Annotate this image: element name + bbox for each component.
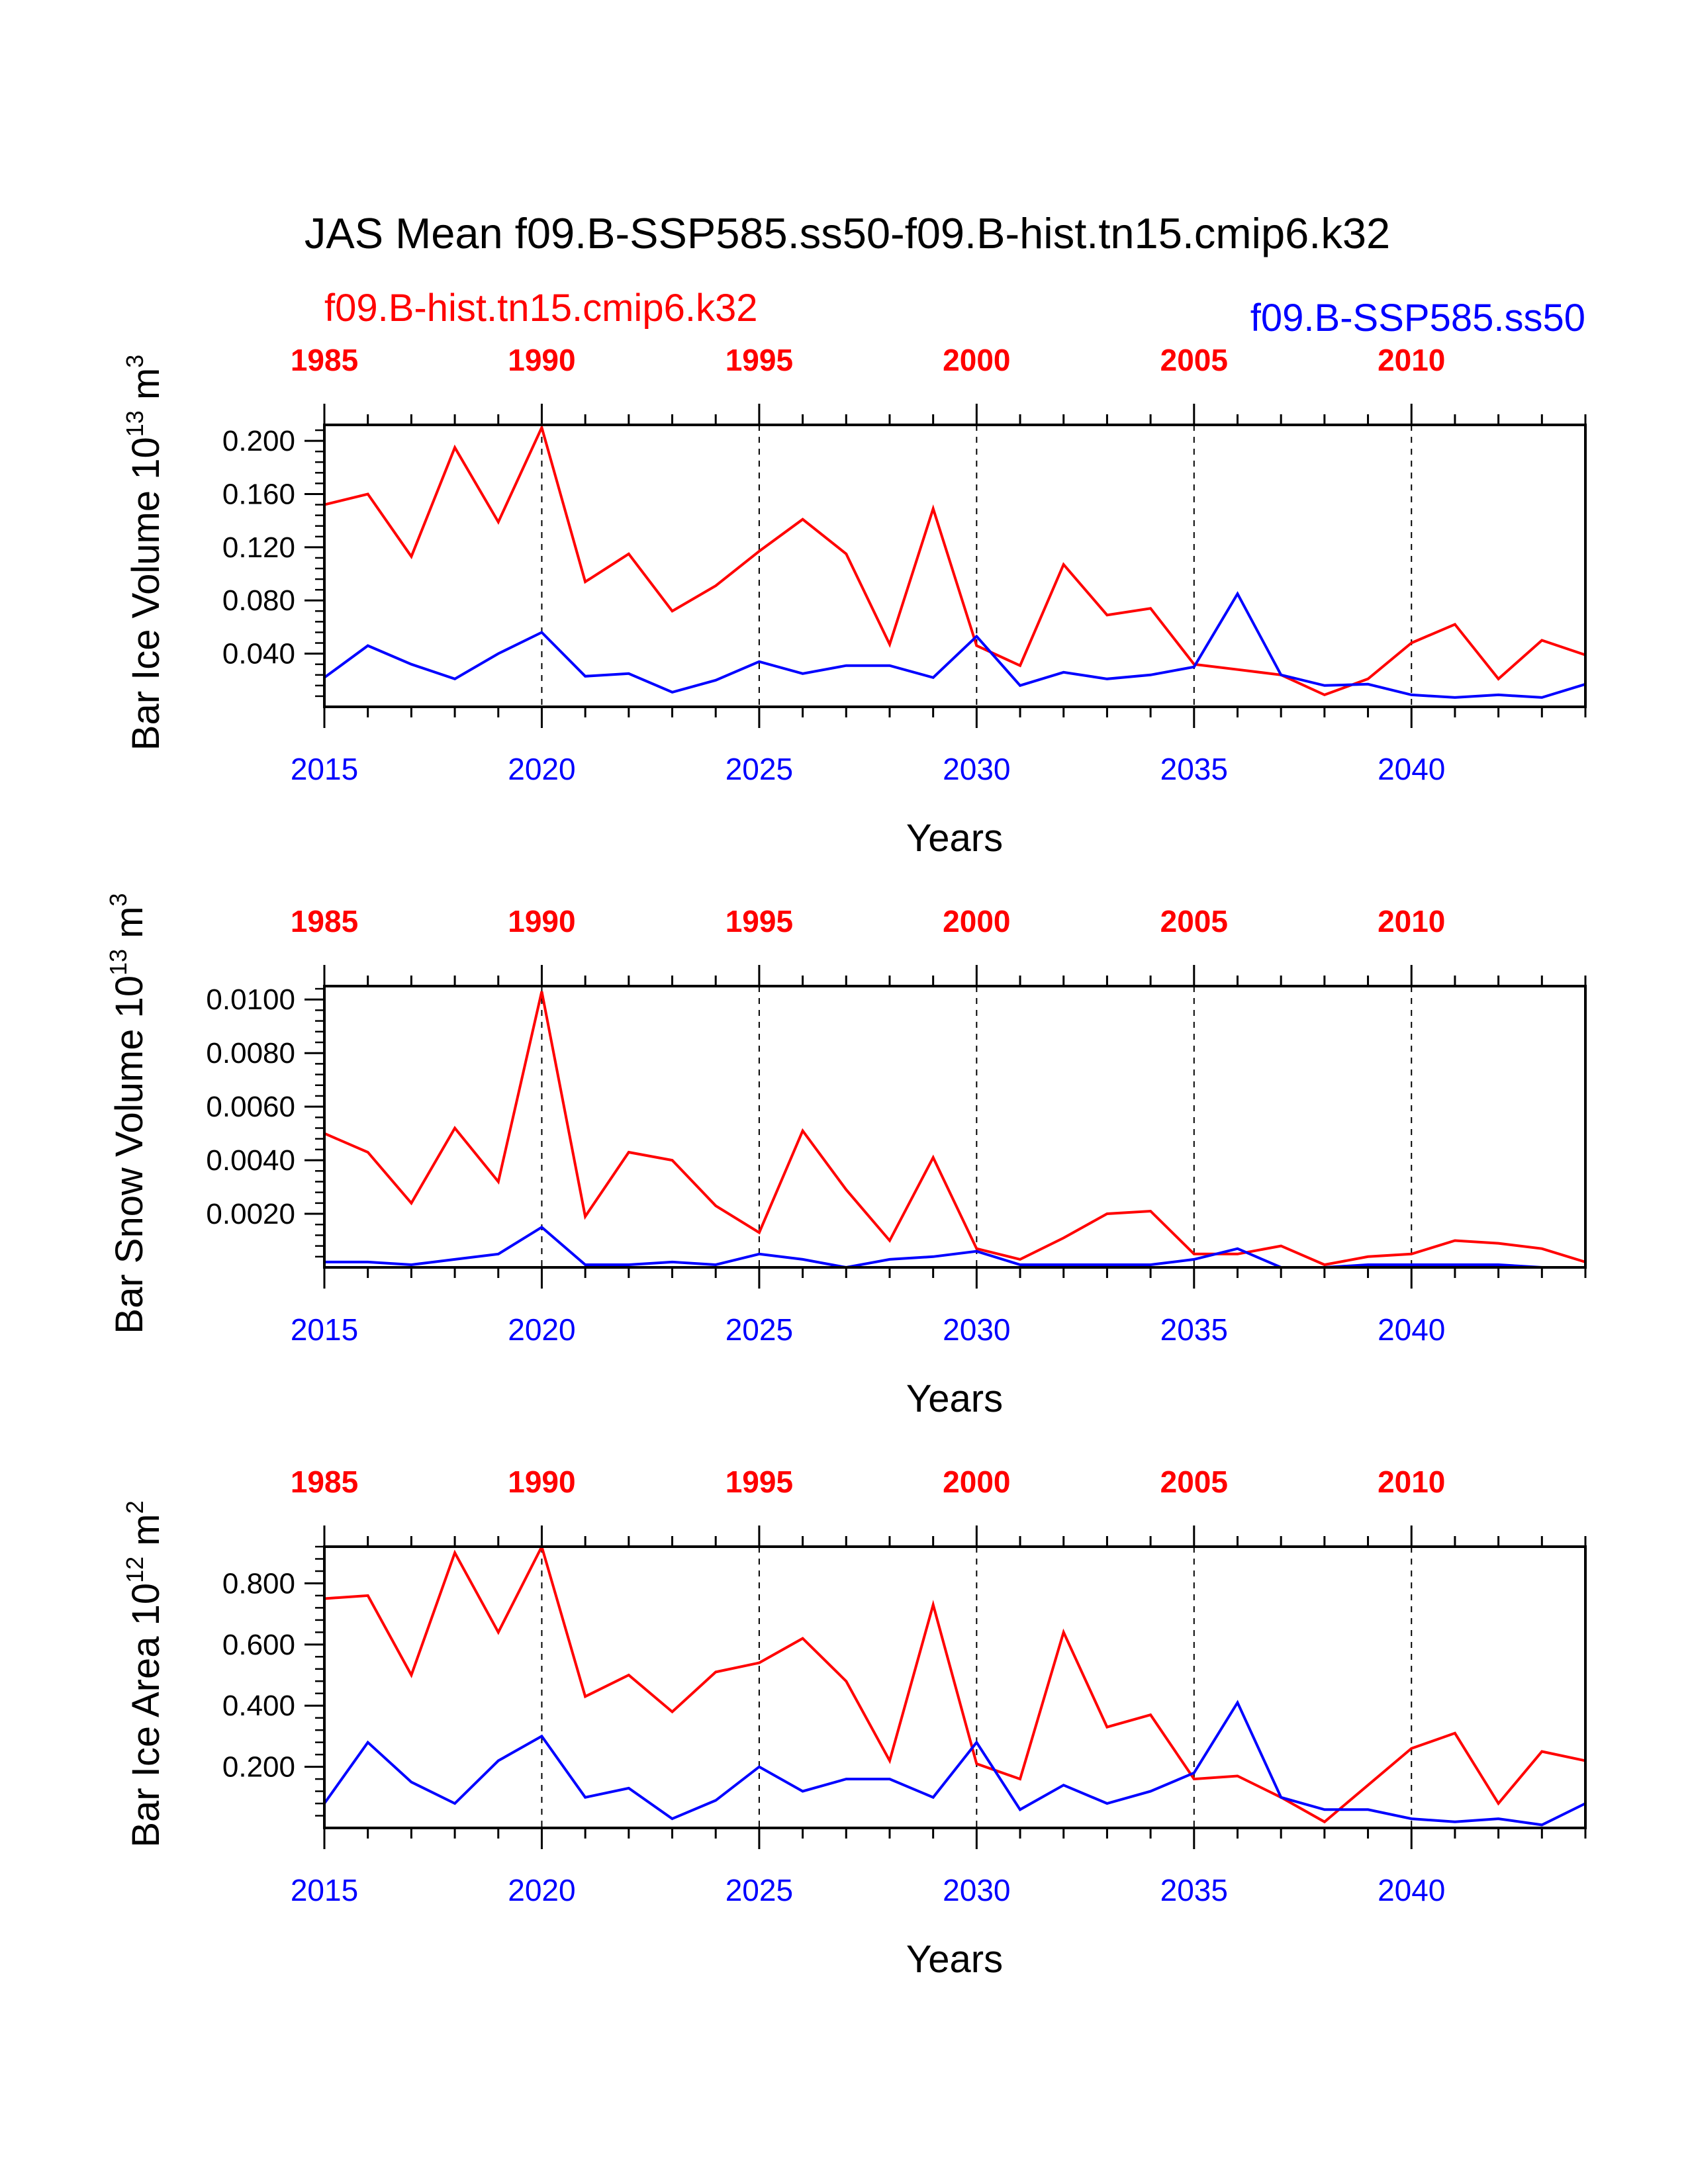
bottom-tick-label: 2015 xyxy=(291,1873,358,1907)
series-line-ssp xyxy=(324,1225,1585,1269)
panel-1: 2015 2020 2025 2030 2035 2040 1985 1990 1995 2000… xyxy=(121,343,1587,860)
top-tick-label: 1990 xyxy=(508,343,575,377)
y-tick-label: 0.200 xyxy=(222,1751,295,1784)
y-axis-title-unit-exponent: 2 xyxy=(121,1500,148,1514)
bottom-tick-label: 2015 xyxy=(291,752,358,786)
y-axis-title-text: Bar Ice Area 10 xyxy=(124,1583,167,1848)
bottom-tick-label: 2025 xyxy=(726,1312,793,1347)
y-axis-title: Bar Ice Area 1012 m2 xyxy=(121,1500,167,1847)
y-tick-label: 0.080 xyxy=(222,584,295,617)
top-tick-label: 2005 xyxy=(1160,343,1228,377)
bottom-tick-label: 2035 xyxy=(1160,1873,1228,1907)
top-tick-label: 1995 xyxy=(726,1465,793,1499)
top-tick-label: 1995 xyxy=(726,904,793,938)
chart-title: JAS Mean f09.B-SSP585.ss50-f09.B-hist.tn… xyxy=(305,209,1390,257)
top-tick-label: 1995 xyxy=(726,343,793,377)
top-tick-label: 1985 xyxy=(291,1465,358,1499)
bottom-tick-label: 2030 xyxy=(943,1312,1010,1347)
y-tick-label: 0.160 xyxy=(222,478,295,510)
y-axis-title-text: Bar Ice Volume 10 xyxy=(124,437,167,751)
bottom-tick-label: 2015 xyxy=(291,1312,358,1347)
panels: 2015 2020 2025 2030 2035 2040 1985 1990 1995 2000… xyxy=(105,343,1587,1981)
y-tick-label: 0.0060 xyxy=(206,1091,295,1123)
bottom-tick-label: 2040 xyxy=(1378,752,1445,786)
y-axis-title-exponent: 13 xyxy=(121,410,148,437)
bottom-tick-label: 2020 xyxy=(508,1312,575,1347)
x-axis-title: Years xyxy=(906,1377,1003,1420)
bottom-tick-label: 2030 xyxy=(943,752,1010,786)
legend-hist-run: f09.B-hist.tn15.cmip6.k32 xyxy=(324,287,757,330)
y-axis-title-unit: m xyxy=(108,906,151,948)
legend-ssp-run: f09.B-SSP585.ss50 xyxy=(1250,296,1585,340)
bottom-tick-label: 2030 xyxy=(943,1873,1010,1907)
bottom-tick-label: 2035 xyxy=(1160,752,1228,786)
bottom-tick-label: 2020 xyxy=(508,752,575,786)
y-tick-label: 0.040 xyxy=(222,638,295,670)
bottom-tick-label: 2040 xyxy=(1378,1312,1445,1347)
series-line-hist xyxy=(324,424,1586,697)
y-tick-label: 0.600 xyxy=(222,1629,295,1661)
y-tick-label: 0.400 xyxy=(222,1690,295,1722)
panel-2: 2015 2020 2025 2030 2035 2040 1985 1990 1995 2000… xyxy=(105,893,1587,1420)
y-axis-title-unit: m xyxy=(124,368,167,410)
y-axis-title: Bar Ice Volume 1013 m3 xyxy=(121,355,167,751)
top-tick-label: 2005 xyxy=(1160,1465,1228,1499)
y-tick-label: 0.800 xyxy=(222,1567,295,1600)
top-tick-label: 1985 xyxy=(291,904,358,938)
series-line-ssp xyxy=(323,1700,1586,1827)
series-line-hist xyxy=(324,991,1586,1267)
y-tick-label: 0.0080 xyxy=(206,1037,295,1069)
bottom-tick-label: 2025 xyxy=(726,752,793,786)
bottom-tick-label: 2040 xyxy=(1378,1873,1445,1907)
top-tick-label: 1985 xyxy=(291,343,358,377)
plot-frame xyxy=(323,1545,1587,1829)
y-axis-title-unit-exponent: 3 xyxy=(105,893,132,906)
top-tick-label: 2010 xyxy=(1378,904,1445,938)
y-tick-label: 0.200 xyxy=(222,425,295,457)
top-tick-label: 2000 xyxy=(943,904,1010,938)
bottom-tick-label: 2025 xyxy=(726,1873,793,1907)
y-tick-label: 0.0040 xyxy=(206,1144,295,1177)
top-tick-label: 2000 xyxy=(943,343,1010,377)
y-axis-title-exponent: 13 xyxy=(105,949,132,976)
y-axis-title-text: Bar Snow Volume 10 xyxy=(108,976,151,1334)
bottom-tick-label: 2035 xyxy=(1160,1312,1228,1347)
y-axis-title-unit: m xyxy=(124,1514,167,1556)
top-tick-label: 2000 xyxy=(943,1465,1010,1499)
y-axis-title-exponent: 12 xyxy=(121,1557,148,1583)
top-tick-label: 2010 xyxy=(1378,343,1445,377)
plot-frame xyxy=(323,985,1587,1269)
plot-frame xyxy=(323,424,1587,708)
panel-3: 2015 2020 2025 2030 2035 2040 1985 1990 1995 2000… xyxy=(121,1465,1587,1981)
y-axis-title: Bar Snow Volume 1013 m3 xyxy=(105,893,151,1334)
series-line-ssp xyxy=(323,591,1586,699)
series-line-hist xyxy=(324,1543,1586,1824)
top-tick-label: 1990 xyxy=(508,1465,575,1499)
y-axis-title-unit-exponent: 3 xyxy=(121,355,148,368)
y-tick-label: 0.120 xyxy=(222,531,295,564)
top-tick-label: 1990 xyxy=(508,904,575,938)
top-tick-label: 2010 xyxy=(1378,1465,1445,1499)
y-tick-label: 0.0100 xyxy=(206,983,295,1016)
x-axis-title: Years xyxy=(906,817,1003,860)
top-tick-label: 2005 xyxy=(1160,904,1228,938)
bottom-tick-label: 2020 xyxy=(508,1873,575,1907)
y-tick-label: 0.0020 xyxy=(206,1198,295,1230)
x-axis-title: Years xyxy=(906,1938,1003,1981)
